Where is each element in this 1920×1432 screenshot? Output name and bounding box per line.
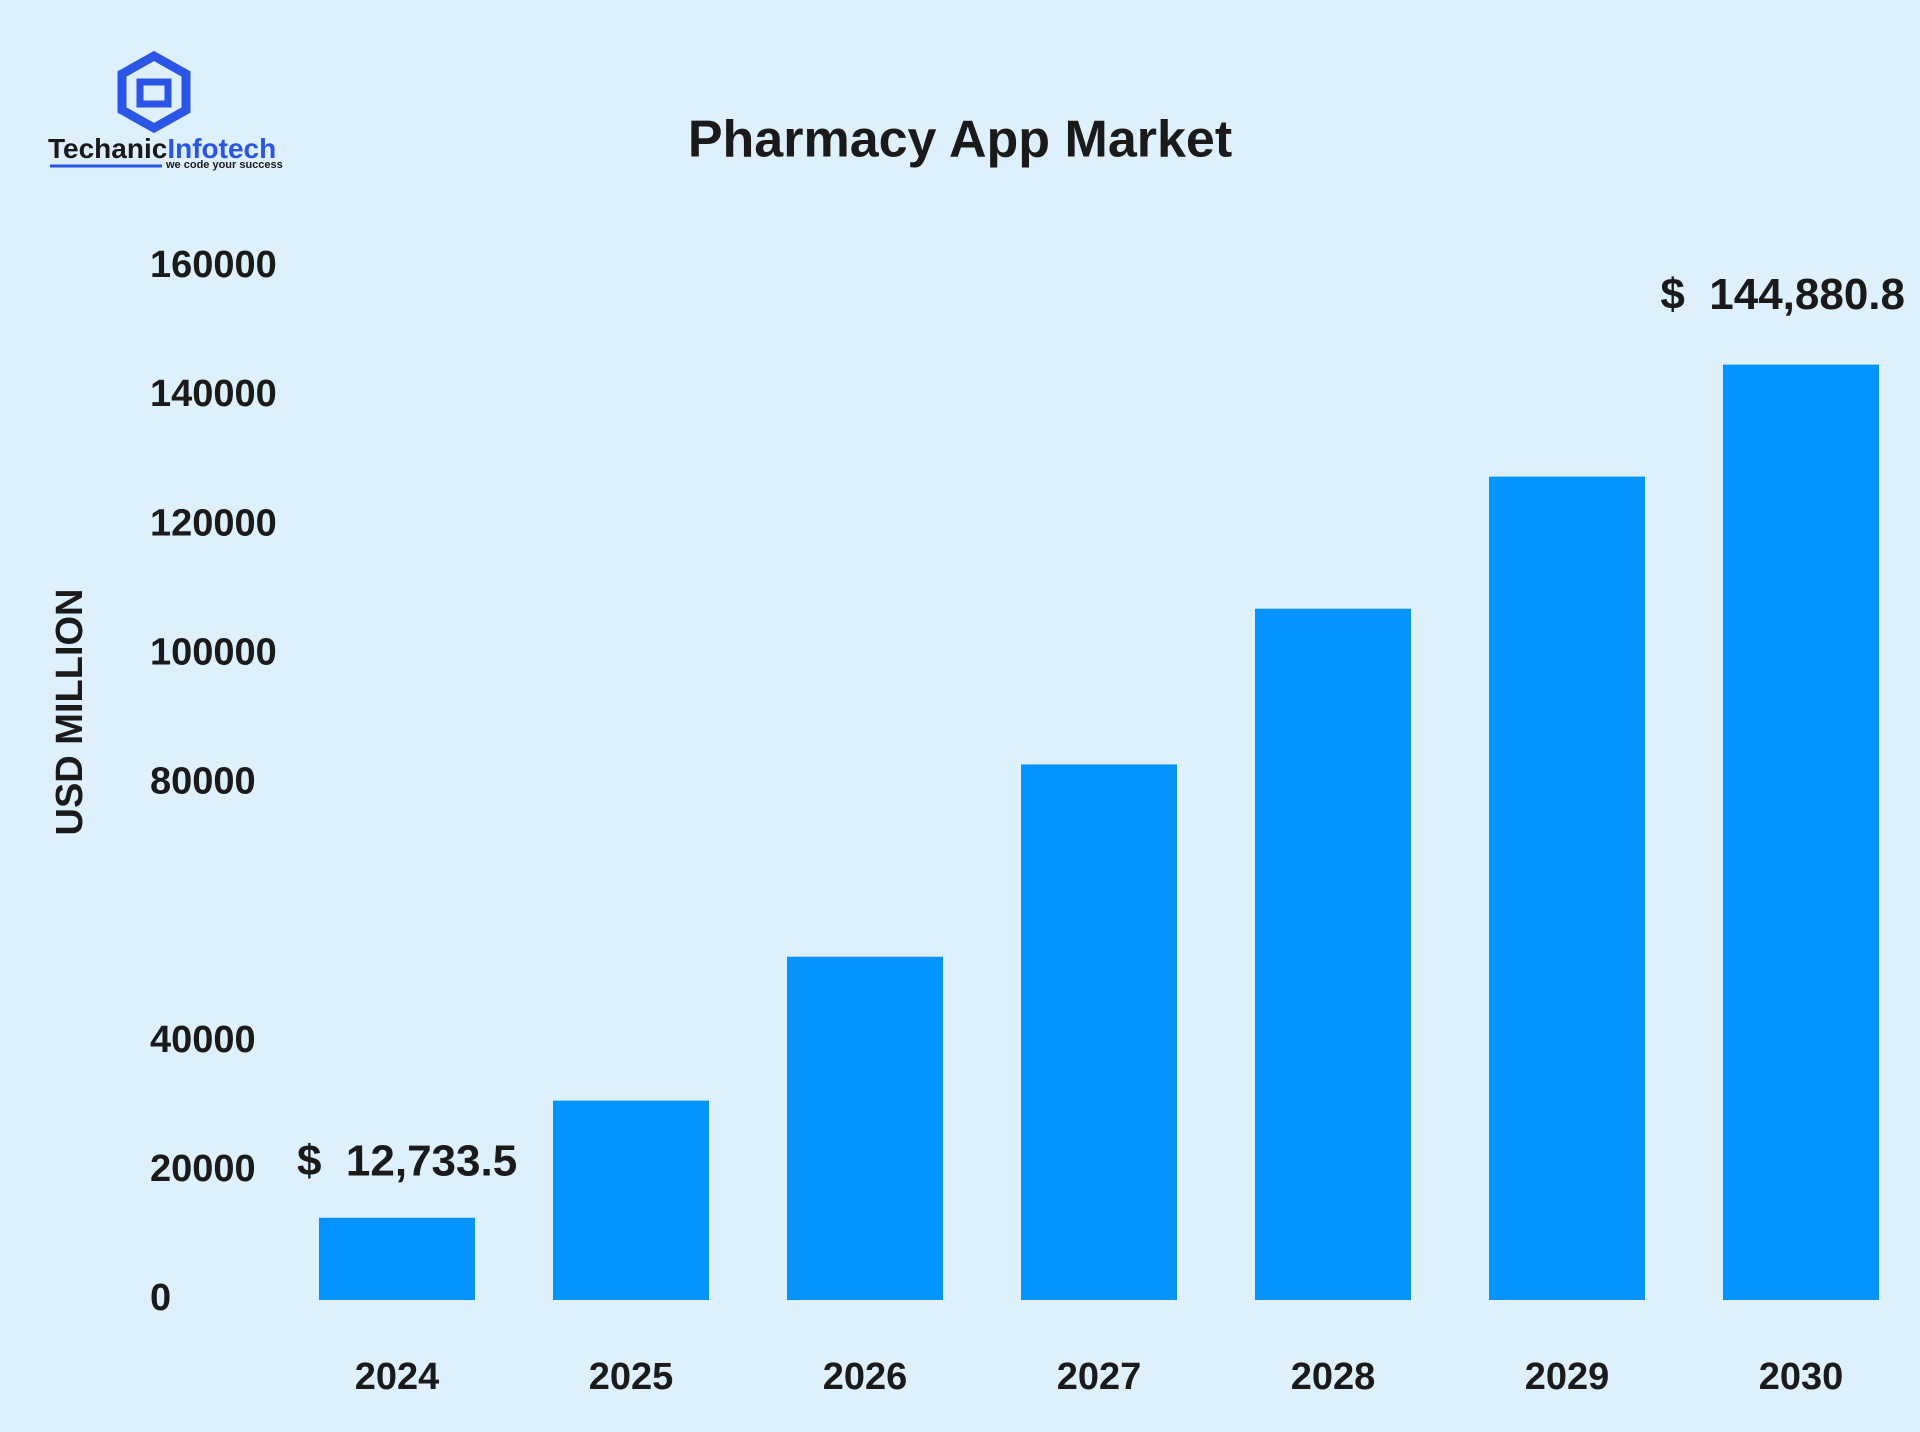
logo-icon xyxy=(117,50,191,134)
x-tick-label: 2025 xyxy=(589,1356,674,1398)
bar xyxy=(553,1100,709,1300)
x-tick-label: 2028 xyxy=(1291,1356,1376,1398)
bar xyxy=(787,956,943,1300)
bar xyxy=(1255,608,1411,1300)
y-tick-label: 160000 xyxy=(150,244,277,286)
logo-name: TechanicInfotech xyxy=(48,133,276,164)
value-label: $ 12,733.5 xyxy=(297,1136,517,1185)
logo: TechanicInfotech we code your success xyxy=(48,50,283,171)
y-axis-label: USD MILLION xyxy=(49,589,91,836)
chart-title: Pharmacy App Market xyxy=(688,111,1232,169)
y-tick-label: 0 xyxy=(150,1277,171,1319)
bar xyxy=(1021,764,1177,1300)
logo-tagline: we code your success xyxy=(165,159,283,171)
value-label: $ 144,880.8 xyxy=(1660,270,1905,319)
x-tick-label: 2026 xyxy=(823,1356,908,1398)
x-tick-label: 2027 xyxy=(1057,1356,1142,1398)
x-tick-label: 2029 xyxy=(1525,1356,1610,1398)
y-tick-label: 140000 xyxy=(150,373,277,415)
logo-name-1: Techanic xyxy=(48,133,167,164)
y-tick-label: 80000 xyxy=(150,761,256,803)
x-tick-label: 2030 xyxy=(1759,1356,1844,1398)
logo-name-2: Infotech xyxy=(167,133,276,164)
y-tick-label: 100000 xyxy=(150,631,277,673)
bar xyxy=(319,1217,475,1300)
y-tick-label: 120000 xyxy=(150,502,277,544)
y-tick-label: 20000 xyxy=(150,1148,256,1190)
x-tick-label: 2024 xyxy=(355,1356,440,1398)
bar xyxy=(1723,364,1879,1300)
y-tick-label: 40000 xyxy=(150,1019,256,1061)
logo-icon-inner xyxy=(136,78,172,108)
bar xyxy=(1489,476,1645,1301)
